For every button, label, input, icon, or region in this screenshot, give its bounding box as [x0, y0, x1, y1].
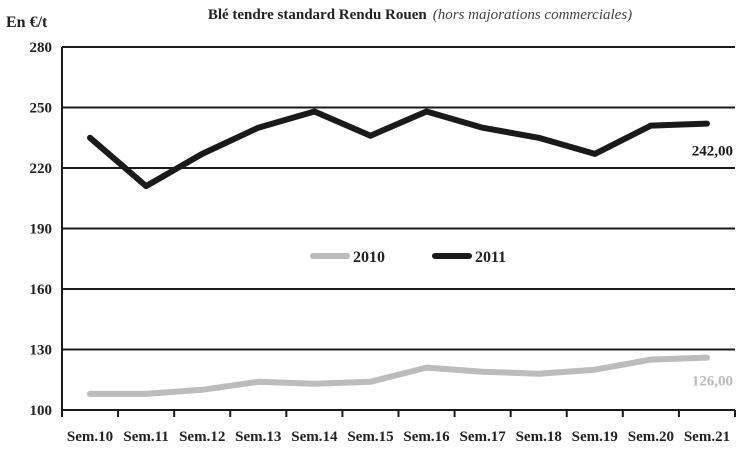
end-value-label-2010: 126,00 [692, 374, 733, 390]
data-point-2010 [199, 387, 205, 393]
legend-label-2011: 2011 [475, 249, 506, 266]
y-tick-label: 190 [30, 222, 53, 238]
data-point-2010 [87, 391, 93, 397]
y-axis-unit-label: En €/t [6, 14, 48, 31]
y-tick-label: 220 [30, 161, 53, 177]
y-tick-label: 250 [30, 101, 53, 117]
end-labels: 126,00 242,00 [692, 144, 733, 390]
y-tick-label: 130 [30, 343, 53, 359]
data-point-2011 [480, 125, 486, 131]
data-point-2011 [311, 109, 317, 115]
series-line-2010 [87, 354, 710, 397]
data-point-2010 [704, 355, 710, 361]
data-point-2011 [367, 133, 373, 139]
x-tick-label: Sem.19 [572, 429, 618, 445]
data-point-2010 [311, 381, 317, 387]
data-point-2010 [424, 365, 430, 371]
data-point-2010 [143, 391, 149, 397]
x-tick-label: Sem.13 [235, 429, 281, 445]
data-point-2011 [704, 121, 710, 127]
data-point-2010 [480, 369, 486, 375]
series-line-2011 [87, 108, 710, 190]
series-lines [87, 108, 710, 397]
data-point-2010 [648, 357, 654, 363]
x-tick-label: Sem.18 [516, 429, 562, 445]
end-value-label-2011: 242,00 [692, 144, 733, 160]
data-point-2011 [648, 123, 654, 129]
x-tick-label: Sem.20 [628, 429, 674, 445]
data-point-2010 [367, 379, 373, 385]
y-tick-label: 160 [30, 282, 53, 298]
x-tick-label: Sem.16 [403, 429, 450, 445]
legend-label-2010: 2010 [353, 249, 385, 266]
legend: 2010 2011 [310, 249, 506, 266]
x-tick-label: Sem.21 [684, 429, 730, 445]
chart-subtitle: (hors majorations commerciales) [433, 7, 632, 23]
chart-title-main: Blé tendre standard Rendu Rouen [208, 7, 428, 23]
data-point-2010 [255, 379, 261, 385]
x-tick-label: Sem.17 [460, 429, 507, 445]
x-tick-label: Sem.10 [67, 429, 113, 445]
y-tick-label: 280 [30, 40, 53, 56]
data-point-2011 [143, 183, 149, 189]
y-tick-label: 100 [30, 403, 53, 419]
x-tick-label: Sem.12 [179, 429, 225, 445]
data-point-2011 [424, 109, 430, 115]
grid-lines [61, 46, 735, 411]
x-tick-label: Sem.14 [291, 429, 338, 445]
data-point-2011 [199, 151, 205, 157]
x-tick-label: Sem.15 [347, 429, 393, 445]
chart-title: Blé tendre standard Rendu Rouen (hors maj… [208, 7, 632, 23]
data-point-2010 [536, 371, 542, 377]
y-axis-ticks: 100 130 160 190 220 250 280 [30, 40, 53, 419]
data-point-2011 [536, 135, 542, 141]
data-point-2011 [87, 135, 93, 141]
x-tick-label: Sem.11 [123, 429, 168, 445]
data-point-2011 [592, 151, 598, 157]
data-point-2011 [255, 125, 261, 131]
x-axis-ticks: Sem.10 Sem.11 Sem.12 Sem.13 Sem.14 Sem.15 Sem.… [61, 410, 736, 445]
data-point-2010 [592, 367, 598, 373]
